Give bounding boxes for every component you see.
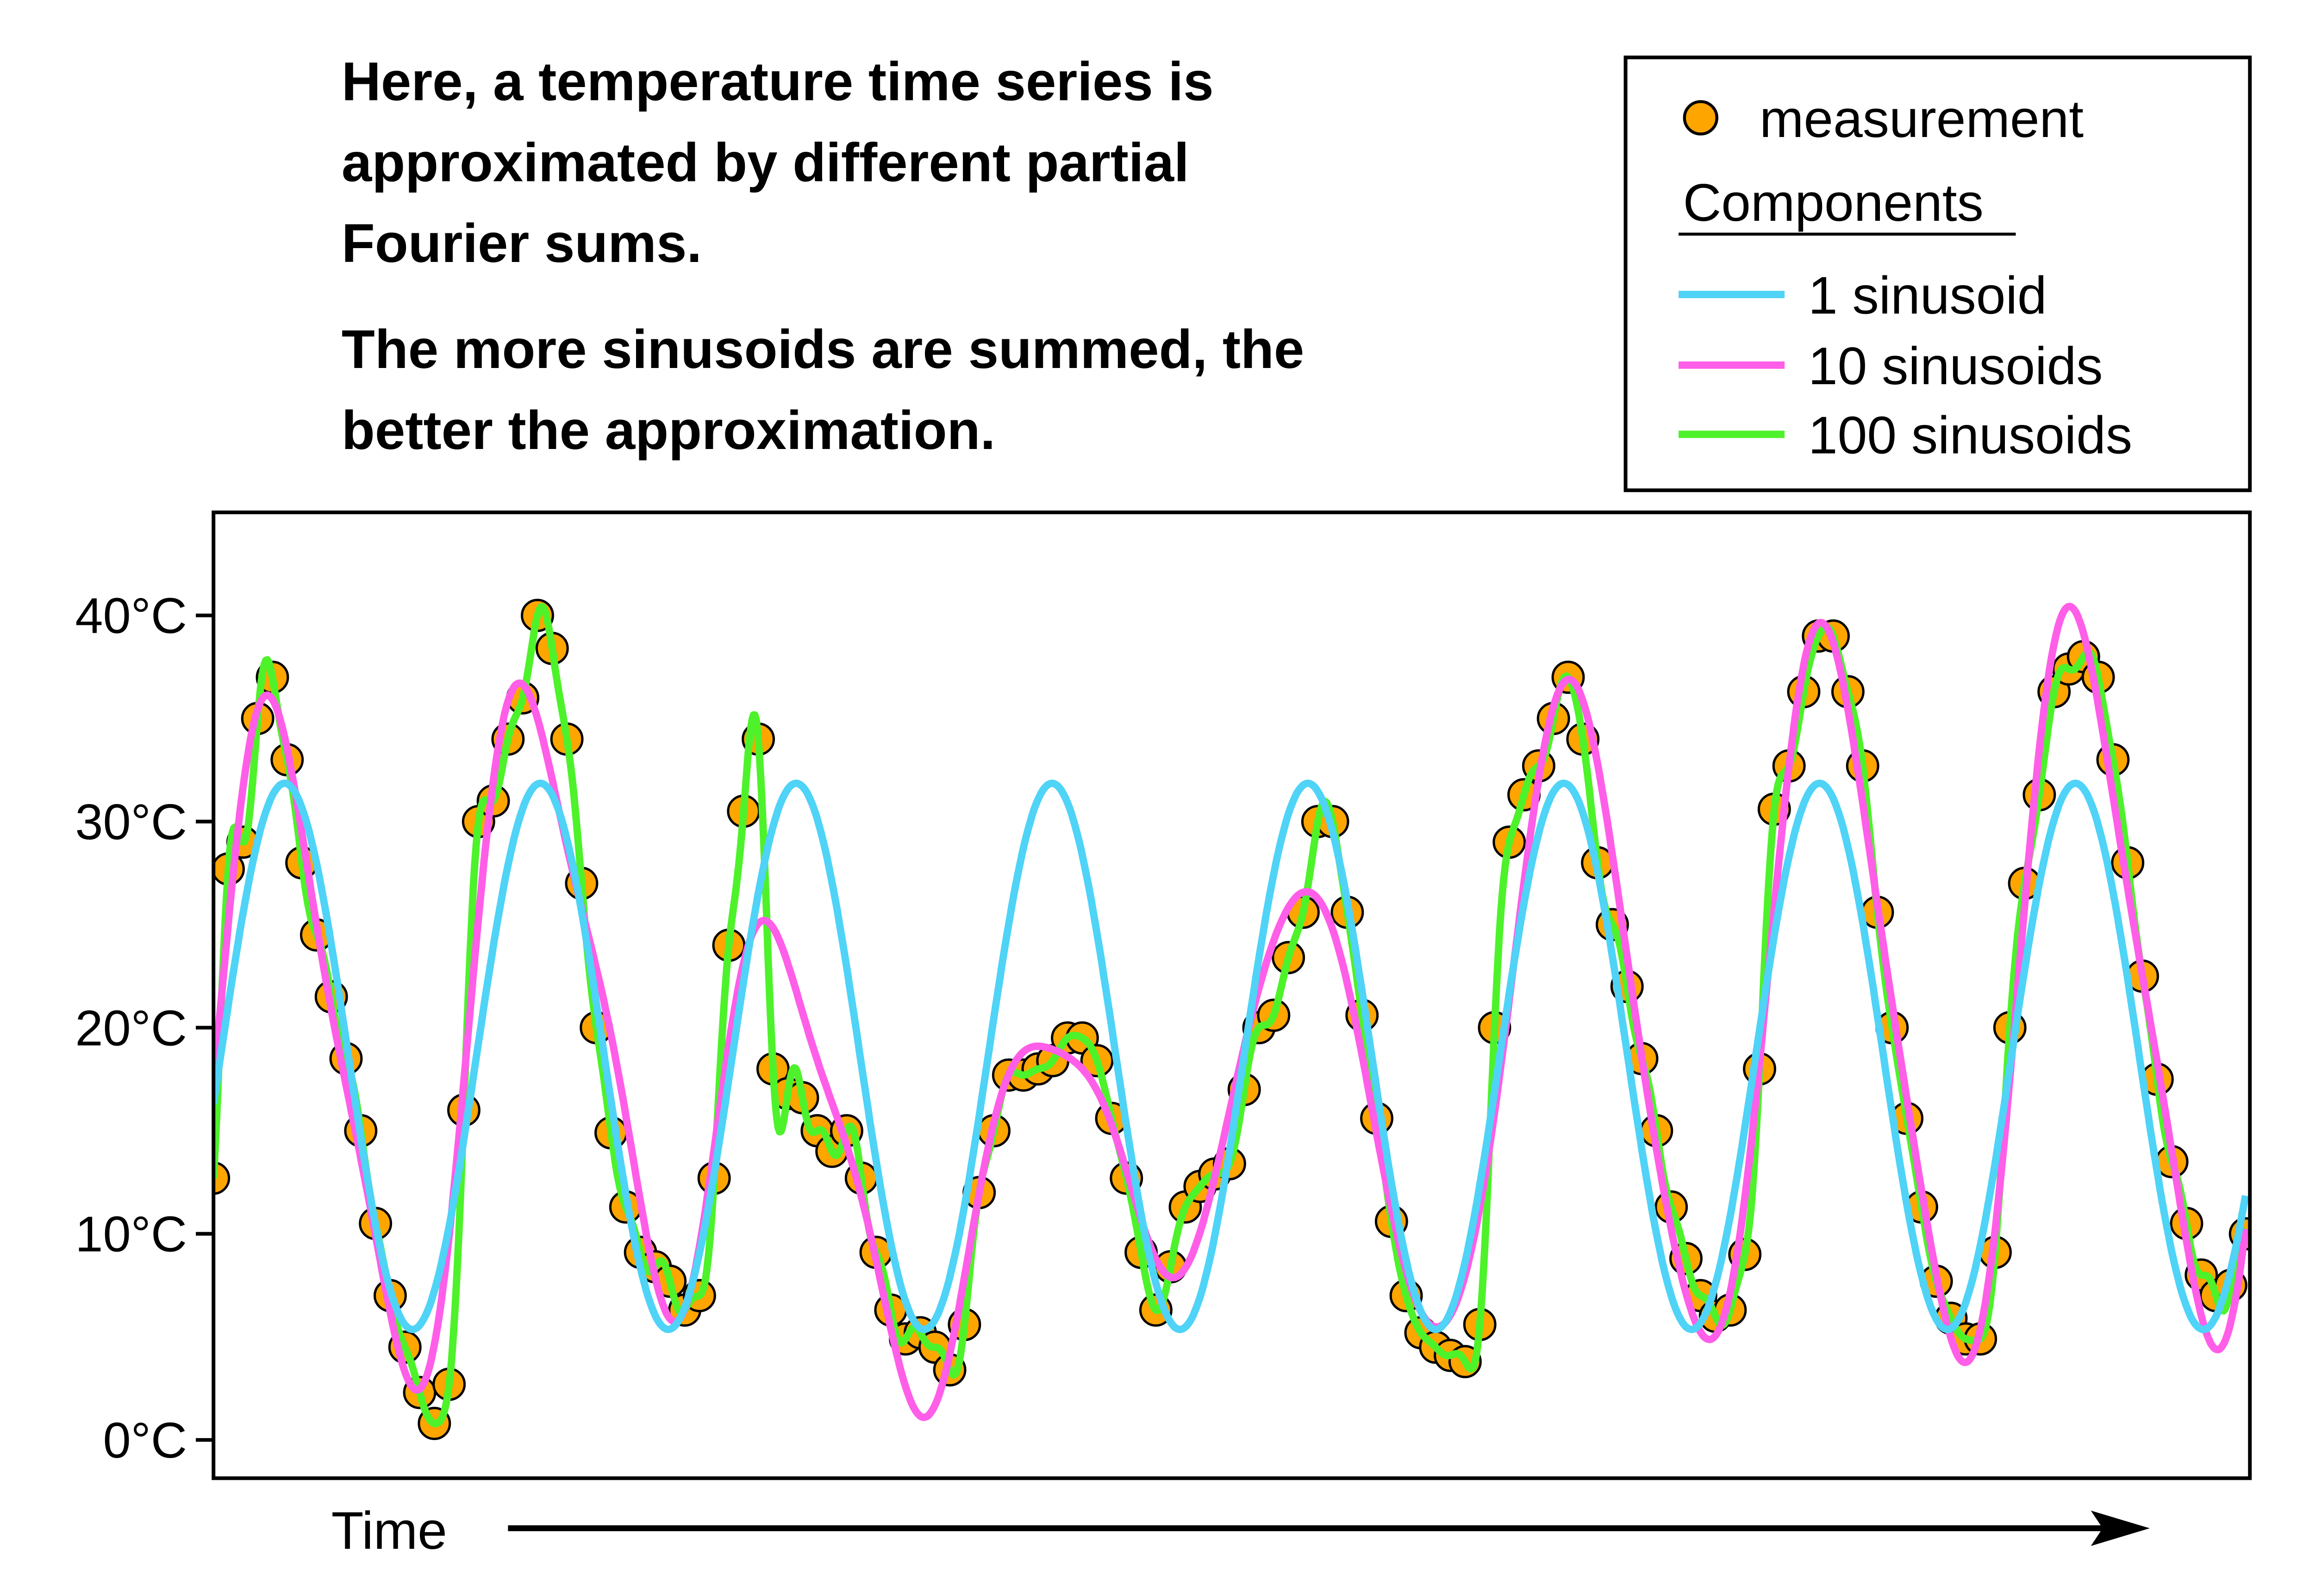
y-tick-label: 20°C xyxy=(75,1000,187,1056)
measurement-point xyxy=(215,1161,231,1195)
annotation-line: Fourier sums. xyxy=(342,212,702,274)
annotation-line: Here, a temperature time series is xyxy=(342,50,1214,112)
legend-measurement-label: measurement xyxy=(1760,89,2084,149)
y-tick-label: 10°C xyxy=(75,1206,187,1262)
legend: measurement Components 1 sinusoid 10 sin… xyxy=(1623,56,2252,493)
y-tick-label: 0°C xyxy=(103,1412,187,1468)
legend-box xyxy=(1623,56,2252,493)
y-axis: 0°C 10°C 20°C 30°C 40°C xyxy=(75,588,214,1468)
annotation-line: The more sinusoids are summed, the xyxy=(342,318,1304,380)
legend-label-10-sinusoids: 10 sinusoids xyxy=(1808,337,2103,396)
legend-components-heading: Components xyxy=(1683,173,1984,232)
annotation-line: approximated by different partial xyxy=(342,131,1189,193)
plot-frame xyxy=(212,510,2252,1480)
time-arrow-head xyxy=(2091,1510,2150,1546)
y-tick-label: 40°C xyxy=(75,588,187,644)
x-axis-label: Time xyxy=(331,1501,447,1560)
legend-label-1-sinusoid: 1 sinusoid xyxy=(1808,266,2047,325)
annotation-line: better the approximation. xyxy=(342,399,995,461)
legend-measurement-marker xyxy=(1683,100,1718,136)
curve-1-sinusoids xyxy=(215,779,2249,1334)
curve-10-sinusoids xyxy=(215,603,2249,1421)
annotation-text: Here, a temperature time series is appro… xyxy=(342,50,1304,461)
fourier-curves xyxy=(215,603,2249,1428)
legend-label-100-sinusoids: 100 sinusoids xyxy=(1808,406,2132,465)
y-tick-label: 30°C xyxy=(75,794,187,850)
